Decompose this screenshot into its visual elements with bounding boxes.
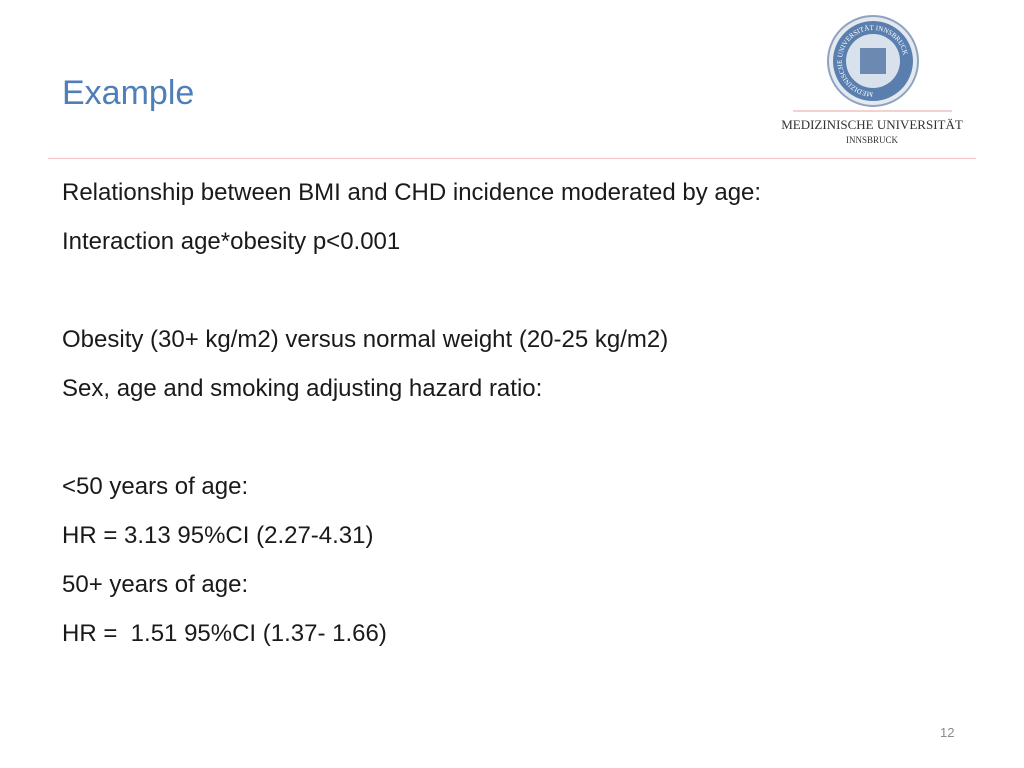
paragraph-gap — [62, 420, 761, 469]
body-line: 50+ years of age: — [62, 571, 249, 598]
body-line: Interaction age*obesity p<0.001 — [62, 228, 401, 255]
body-line: Sex, age and smoking adjusting hazard ra… — [62, 375, 543, 402]
title-rule — [48, 158, 976, 159]
body-line: HR = 3.13 95%CI (2.27-4.31) — [62, 522, 374, 549]
page-number: 12 — [940, 725, 955, 740]
logo: MEDIZINISCHE UNIVERSITÄT INNSBRUCK MEDIZ… — [781, 15, 963, 145]
slide-body: Relationship between BMI and CHD inciden… — [62, 175, 761, 665]
logo-city: INNSBRUCK — [846, 135, 899, 145]
slide-title: Example — [62, 74, 195, 112]
seal-emblem — [860, 48, 886, 74]
body-line: Relationship between BMI and CHD inciden… — [62, 179, 762, 206]
body-line: Obesity (30+ kg/m2) versus normal weight… — [62, 326, 669, 353]
body-line: HR = 1.51 95%CI (1.37- 1.66) — [62, 620, 387, 647]
paragraph-gap — [62, 273, 761, 322]
body-line: <50 years of age: — [62, 473, 249, 500]
logo-name: MEDIZINISCHE UNIVERSITÄT — [781, 117, 963, 132]
